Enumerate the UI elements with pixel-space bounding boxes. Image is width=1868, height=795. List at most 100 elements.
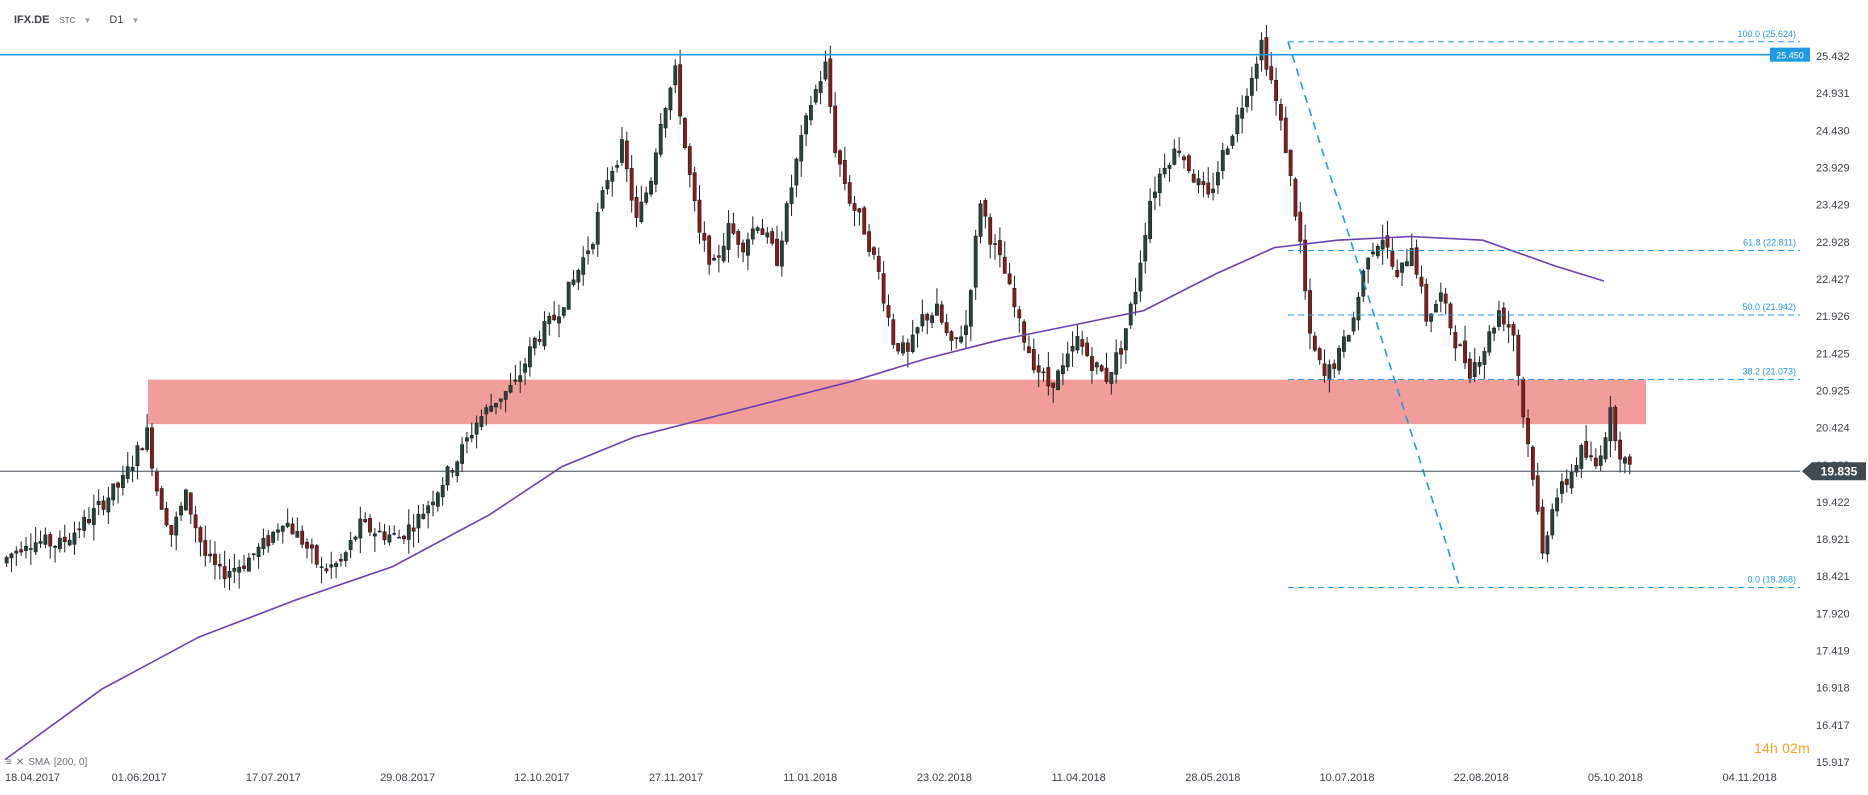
candle-body: [537, 338, 542, 342]
candle-body: [1308, 290, 1312, 334]
candle-body: [246, 557, 251, 572]
candle-body: [300, 530, 305, 545]
candle-body: [1463, 340, 1467, 364]
candle-body: [731, 223, 736, 234]
candle-body: [266, 535, 271, 547]
candle-body: [1177, 150, 1182, 153]
candle-body: [1065, 353, 1070, 368]
candle-body: [988, 217, 993, 245]
close-icon[interactable]: ✕: [15, 757, 25, 768]
candle-body: [1593, 457, 1598, 467]
candle-body: [1041, 371, 1046, 374]
candle-body: [1560, 481, 1564, 494]
candle-body: [901, 342, 905, 354]
candle-body: [1031, 349, 1036, 371]
candle-body: [479, 416, 484, 427]
candle-body: [183, 489, 188, 511]
candle-body: [1390, 251, 1395, 267]
candle-body: [198, 527, 203, 543]
candle-body: [736, 231, 741, 245]
candle-body: [1022, 321, 1027, 343]
candle-body: [203, 540, 208, 556]
sma-label: SMA: [28, 757, 50, 768]
x-tick-label: 18.04.2017: [5, 772, 60, 784]
candle-body: [542, 321, 547, 347]
candle-body: [653, 152, 658, 185]
candle-body: [77, 528, 82, 531]
candle-body: [120, 474, 125, 488]
candle-body: [1206, 182, 1211, 195]
candle-body: [891, 319, 896, 345]
candle-body: [1162, 167, 1167, 175]
y-tick-label: 17.419: [1816, 646, 1850, 658]
candle-body: [1298, 211, 1303, 242]
candle-body: [508, 384, 513, 393]
x-tick-label: 23.02.2018: [917, 772, 972, 784]
candle-body: [809, 105, 813, 121]
candle-body: [784, 203, 789, 242]
candle-body: [595, 212, 600, 245]
candle-body: [309, 544, 314, 549]
fib-trend-line: [1287, 41, 1461, 588]
candle-body: [1186, 155, 1191, 171]
candle-body: [1341, 336, 1346, 352]
candle-body: [1240, 107, 1245, 119]
candle-body: [232, 567, 237, 572]
x-tick-label: 01.06.2017: [112, 772, 167, 784]
candle-body: [1385, 235, 1390, 248]
candle-body: [285, 522, 290, 527]
candle-body: [523, 363, 527, 373]
menu-icon[interactable]: ≡: [6, 757, 12, 768]
candle-body: [96, 501, 101, 505]
candles-group: [4, 24, 1632, 591]
timeframe-dropdown[interactable]: D1 ▼: [109, 14, 139, 26]
candle-body: [1380, 239, 1385, 250]
candle-body: [377, 530, 382, 533]
candle-body: [67, 539, 72, 546]
candle-body: [1448, 303, 1453, 329]
candle-body: [1220, 150, 1225, 171]
candle-body: [838, 150, 842, 165]
candle-body: [334, 563, 339, 567]
candle-body: [1196, 178, 1201, 186]
candle-body: [1235, 114, 1240, 135]
candle-body: [968, 290, 973, 327]
candle-body: [213, 553, 217, 565]
candle-body: [755, 227, 760, 231]
candle-body: [1259, 39, 1264, 61]
candle-body: [852, 203, 857, 212]
candle-body: [804, 115, 809, 135]
resistance-badge-label: 25.450: [1776, 51, 1804, 61]
fib-level-label: 0.0 (18.268): [1747, 575, 1796, 585]
candle-body: [319, 566, 324, 568]
candle-body: [237, 566, 242, 573]
candle-body: [760, 228, 765, 235]
instrument-type-dropdown[interactable]: STC ▼: [59, 16, 91, 25]
candle-body: [343, 552, 348, 561]
candle-body: [1337, 348, 1341, 371]
candle-body: [871, 247, 876, 255]
candle-body: [145, 427, 150, 450]
candle-body: [1201, 181, 1206, 186]
candle-body: [1119, 348, 1123, 355]
candle-body: [116, 482, 120, 488]
candle-body: [1080, 339, 1085, 347]
candle-body: [1056, 370, 1060, 391]
candle-body: [1157, 173, 1162, 194]
candle-body: [658, 123, 663, 155]
candle-body: [358, 518, 363, 539]
candle-body: [1070, 346, 1075, 352]
candle-body: [954, 337, 959, 339]
candle-body: [421, 513, 426, 519]
candle-body: [24, 545, 28, 551]
candle-body: [702, 232, 707, 241]
candle-body: [329, 564, 334, 568]
candle-body: [1497, 310, 1501, 327]
candle-body: [1434, 303, 1438, 313]
candle-body: [1608, 407, 1613, 442]
candle-body: [406, 524, 411, 540]
candle-body: [1332, 363, 1337, 369]
candle-countdown: 14h 02m: [1754, 740, 1810, 756]
